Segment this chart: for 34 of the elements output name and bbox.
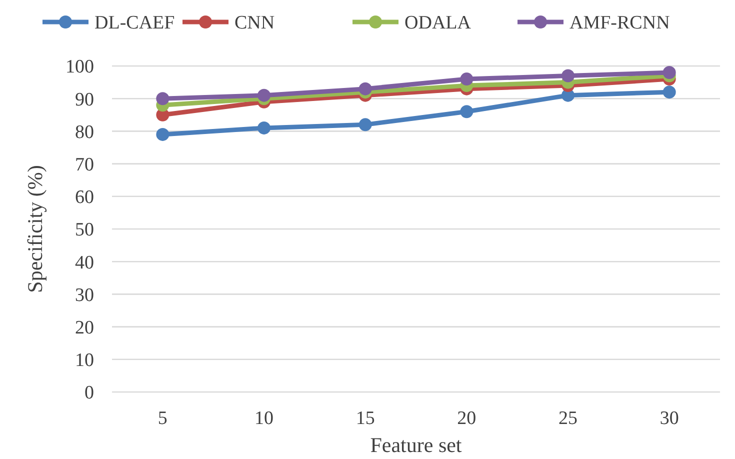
- y-tick-label: 40: [75, 252, 94, 274]
- y-tick-label: 100: [66, 56, 94, 78]
- point: [460, 105, 474, 118]
- y-tick-label: 10: [75, 350, 94, 372]
- legend-label: AMF-RCNN: [570, 12, 670, 34]
- y-tick-label: 80: [75, 122, 94, 143]
- x-axis-title: Feature set: [370, 433, 462, 457]
- y-tick-label: 20: [75, 317, 94, 338]
- x-tick-label: 5: [158, 408, 168, 429]
- point: [662, 66, 676, 80]
- x-tick-label: 15: [356, 408, 375, 429]
- point: [258, 88, 270, 102]
- point: [358, 118, 372, 132]
- y-axis-title: Specificity (%): [23, 165, 47, 293]
- x-tick-label: 30: [660, 408, 679, 429]
- point: [258, 121, 270, 134]
- legend-label: DL-CAEF: [94, 12, 175, 34]
- y-tick-label: 30: [75, 284, 94, 306]
- legend-label: CNN: [234, 12, 275, 34]
- x-tick-label: 10: [254, 408, 274, 429]
- point: [358, 82, 372, 96]
- y-tick-label: 50: [75, 220, 94, 241]
- y-tick-label: 0: [84, 382, 94, 404]
- y-tick-label: 70: [75, 154, 94, 176]
- y-tick-label: 60: [75, 187, 94, 208]
- legend-label: ODALA: [404, 12, 472, 34]
- x-tick-label: 20: [457, 408, 476, 429]
- y-tick-label: 90: [75, 89, 94, 110]
- point: [460, 72, 474, 86]
- x-tick-label: 25: [558, 408, 578, 429]
- point: [562, 69, 574, 82]
- point: [156, 128, 170, 141]
- point: [156, 92, 170, 106]
- point: [662, 86, 676, 99]
